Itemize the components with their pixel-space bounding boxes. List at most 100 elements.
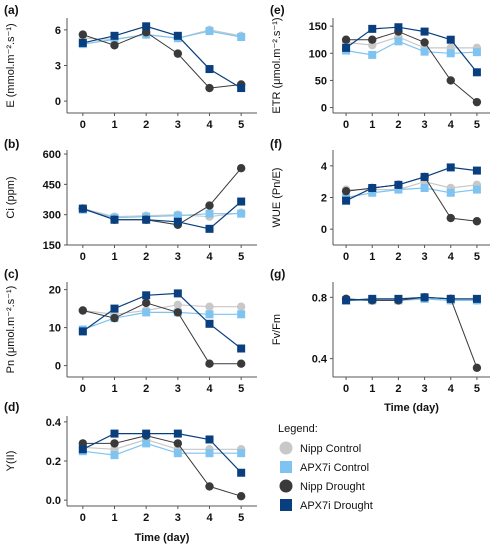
series-line-nipp-drought — [346, 296, 478, 368]
data-point-nipp-drought — [446, 76, 455, 85]
series-line-apx7i-drought — [346, 296, 477, 301]
x-tick-label: 3 — [422, 119, 428, 131]
chart-panel-a: (a) 0 3 6 0 1 2 3 4 5 E (mmol.m⁻².s⁻¹) — [4, 3, 257, 131]
chart-panel-c: (c) 0 10 20 0 1 2 3 4 5 Pn (μmol.m⁻².s⁻¹) — [4, 267, 257, 395]
data-point-nipp-control — [236, 302, 246, 311]
data-point-apx7i-drought — [142, 291, 151, 300]
series-line-nipp-drought — [82, 435, 242, 497]
x-tick-label: 5 — [474, 383, 480, 395]
series-line-apx7i-control — [346, 40, 477, 56]
series-line-apx7i-control — [82, 209, 242, 219]
data-point-apx7i-drought — [142, 22, 151, 31]
x-tick-label: 4 — [206, 383, 213, 395]
y-tick-label: 2 — [321, 193, 327, 205]
data-point-apx7i-control — [142, 308, 151, 317]
data-point-apx7i-drought — [472, 68, 481, 77]
data-point-nipp-drought — [368, 35, 377, 44]
x-tick-label: 3 — [422, 383, 428, 395]
data-point-apx7i-drought — [205, 319, 214, 328]
series-line-nipp-control — [82, 438, 242, 450]
series-line-nipp-control — [82, 208, 242, 218]
data-point-apx7i-drought — [237, 84, 246, 93]
data-point-nipp-drought — [236, 359, 246, 368]
y-tick-label: 0.4 — [312, 354, 328, 366]
legend-label: APX7i Control — [300, 462, 369, 474]
legend: Legend: Nipp Control APX7i Control Nipp Dro… — [278, 423, 373, 512]
data-point-apx7i-drought — [142, 429, 151, 438]
y-axis-label: E (mmol.m⁻².s⁻¹) — [5, 23, 17, 107]
data-point-apx7i-control — [368, 188, 377, 197]
y-axis-label: WUE (Pn/E) — [271, 168, 283, 228]
x-tick-label: 4 — [448, 383, 455, 395]
panel-label: (g) — [270, 267, 285, 281]
data-point-apx7i-control — [205, 310, 214, 319]
data-point-apx7i-drought — [173, 217, 182, 226]
x-tick-label: 5 — [238, 119, 244, 131]
x-tick-label: 5 — [238, 251, 244, 263]
data-point-apx7i-drought — [78, 38, 87, 47]
legend-marker-square — [280, 499, 292, 511]
data-point-nipp-drought — [205, 482, 214, 491]
legend-marker-square — [280, 461, 292, 473]
x-tick-label: 2 — [143, 251, 149, 263]
x-tick-label: 0 — [343, 251, 349, 263]
data-point-apx7i-drought — [368, 184, 377, 192]
chart-panel-e: (e) 0 50 100 150 0 1 2 3 4 5 ETR (μmol.m⁻².s⁻¹) — [270, 3, 490, 131]
panel-label: (d) — [4, 400, 19, 414]
series-line-apx7i-drought — [82, 433, 242, 474]
panel-label: (b) — [4, 137, 19, 151]
legend-label: APX7i Drought — [300, 500, 373, 512]
x-tick-label: 0 — [80, 251, 86, 263]
data-point-nipp-drought — [341, 186, 351, 196]
x-tick-label: 1 — [111, 251, 117, 263]
chart-panel-g: (g) 0.4 0.8 0 1 2 3 4 5 Fv/Fm Time (day) — [270, 267, 490, 414]
data-point-apx7i-drought — [446, 294, 455, 303]
data-point-apx7i-drought — [78, 204, 87, 213]
data-point-apx7i-control — [237, 33, 246, 41]
legend-marker-circle — [279, 479, 293, 493]
data-point-apx7i-drought — [342, 296, 351, 305]
x-tick-label: 3 — [175, 251, 181, 263]
series-line-nipp-control — [346, 36, 477, 49]
y-tick-label: 6 — [55, 25, 61, 37]
data-point-apx7i-control — [142, 439, 151, 448]
data-point-nipp-drought — [141, 298, 151, 308]
data-point-nipp-drought — [472, 363, 482, 373]
data-point-apx7i-control — [205, 27, 214, 36]
x-tick-label: 0 — [80, 119, 86, 131]
data-point-nipp-drought — [78, 30, 88, 39]
data-point-apx7i-drought — [446, 163, 455, 172]
data-point-apx7i-drought — [342, 43, 351, 52]
x-tick-label: 1 — [369, 251, 375, 263]
data-point-apx7i-drought — [472, 166, 481, 175]
y-tick-label: 10 — [49, 323, 61, 335]
y-tick-label: 0 — [55, 96, 61, 108]
data-point-apx7i-control — [472, 48, 481, 57]
x-tick-label: 2 — [395, 383, 401, 395]
y-tick-label: 150 — [309, 21, 327, 33]
data-point-apx7i-control — [472, 185, 481, 194]
y-axis-label: Pn (μmol.m⁻².s⁻¹) — [5, 286, 17, 374]
series-line-nipp-drought — [82, 31, 242, 89]
x-tick-label: 0 — [80, 383, 86, 395]
panel-label: (f) — [270, 137, 282, 151]
x-tick-label: 2 — [395, 119, 401, 131]
data-point-apx7i-control — [420, 47, 429, 56]
data-point-nipp-drought — [173, 49, 183, 58]
y-tick-label: 0 — [55, 361, 61, 373]
x-tick-label: 4 — [206, 119, 213, 131]
legend-label: Nipp Drought — [300, 481, 365, 493]
y-tick-label: 20 — [49, 285, 61, 297]
data-point-apx7i-drought — [237, 468, 246, 477]
data-point-apx7i-control — [237, 209, 246, 218]
data-point-apx7i-drought — [446, 35, 455, 44]
data-point-apx7i-drought — [420, 27, 429, 36]
data-point-nipp-drought — [472, 97, 482, 107]
data-point-apx7i-control — [368, 50, 377, 59]
data-point-nipp-drought — [236, 492, 246, 501]
data-point-nipp-drought — [78, 306, 88, 315]
y-tick-label: 300 — [43, 210, 61, 222]
data-point-apx7i-drought — [368, 294, 377, 303]
data-point-apx7i-drought — [142, 215, 151, 224]
y-tick-label: 100 — [309, 48, 327, 60]
